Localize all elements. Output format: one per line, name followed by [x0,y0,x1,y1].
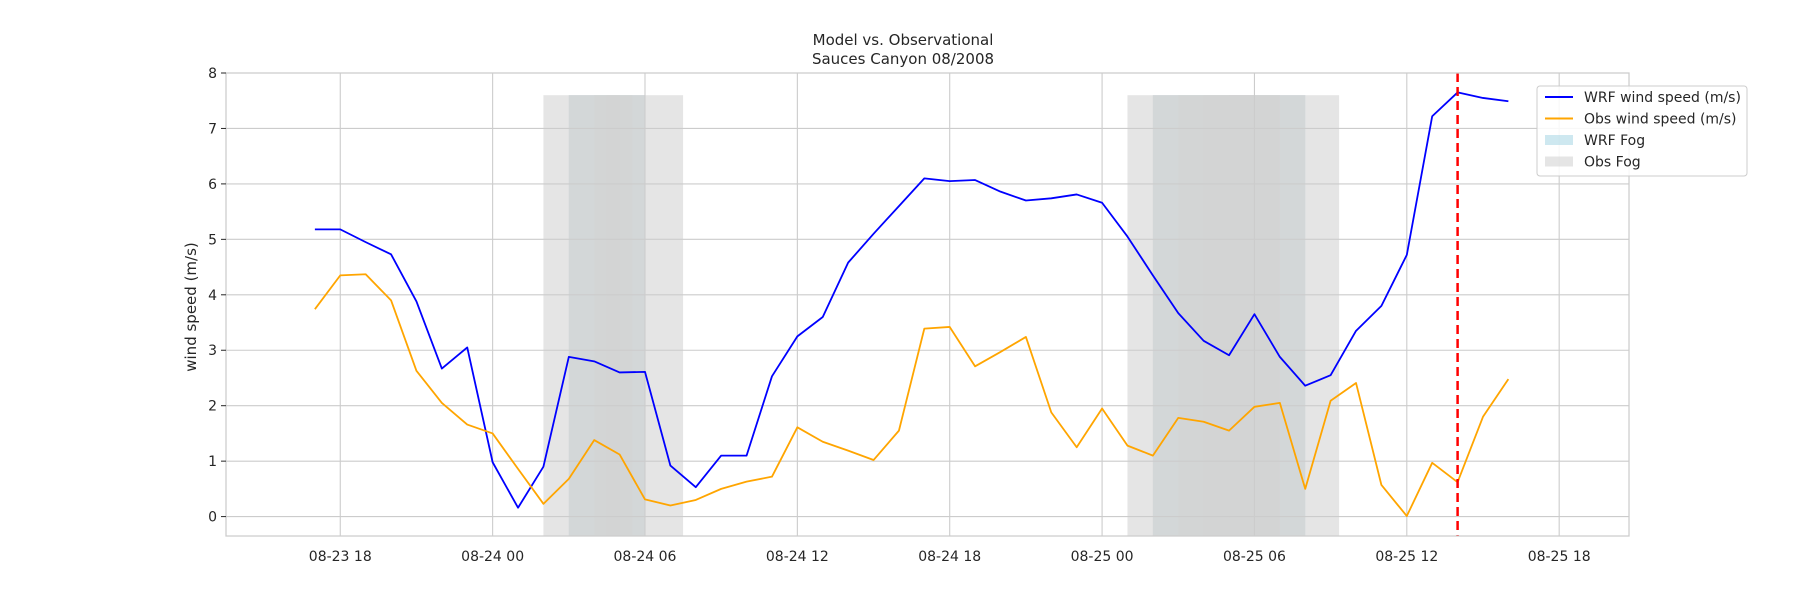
y-tick-label: 3 [208,343,217,359]
y-tick-label: 6 [208,177,217,193]
y-tick-label: 4 [208,288,217,304]
y-tick-label: 7 [208,121,217,137]
y-axis-label: wind speed (m/s) [182,242,200,372]
y-tick-label: 8 [208,66,217,82]
y-tick-label: 1 [208,454,217,470]
x-tick-label: 08-23 18 [309,549,372,565]
x-tick-label: 08-24 06 [614,549,677,565]
wrf-wind-speed-line [314,91,1509,509]
chart-subtitle: Sauces Canyon 08/2008 [812,50,994,68]
legend: WRF wind speed (m/s) Obs wind speed (m/s)… [1536,85,1748,177]
x-tick-label: 08-25 06 [1223,549,1286,565]
chart-title: Model vs. Observational [813,31,994,49]
x-tick-label: 08-25 00 [1071,549,1134,565]
legend-label: Obs Fog [1584,155,1641,171]
tick-layer: 0 1 2 3 4 5 6 7 8 08-23 18 08-24 00 08-24 06 08-24 1… [208,66,1591,565]
legend-box [1536,85,1748,177]
fog-layer [543,95,1340,537]
x-tick-label: 08-25 12 [1375,549,1438,565]
obs-fog-span-5 [606,95,633,537]
x-tick-label: 08-24 00 [461,549,524,565]
legend-label: WRF wind speed (m/s) [1584,90,1741,106]
x-tick-label: 08-25 18 [1528,549,1591,565]
obs-wind-speed-line [314,273,1510,517]
series-layer [314,91,1510,517]
x-tick-label: 08-24 12 [766,549,829,565]
y-tick-label: 5 [208,232,217,248]
y-tick-label: 0 [208,510,217,526]
legend-label: Obs wind speed (m/s) [1584,112,1737,128]
plot-frame [225,72,1630,537]
legend-patch-swatch [1545,156,1573,167]
y-tick-label: 2 [208,399,217,415]
x-tick-label: 08-24 18 [918,549,981,565]
legend-label: WRF Fog [1584,133,1645,149]
legend-patch-swatch [1545,135,1573,145]
